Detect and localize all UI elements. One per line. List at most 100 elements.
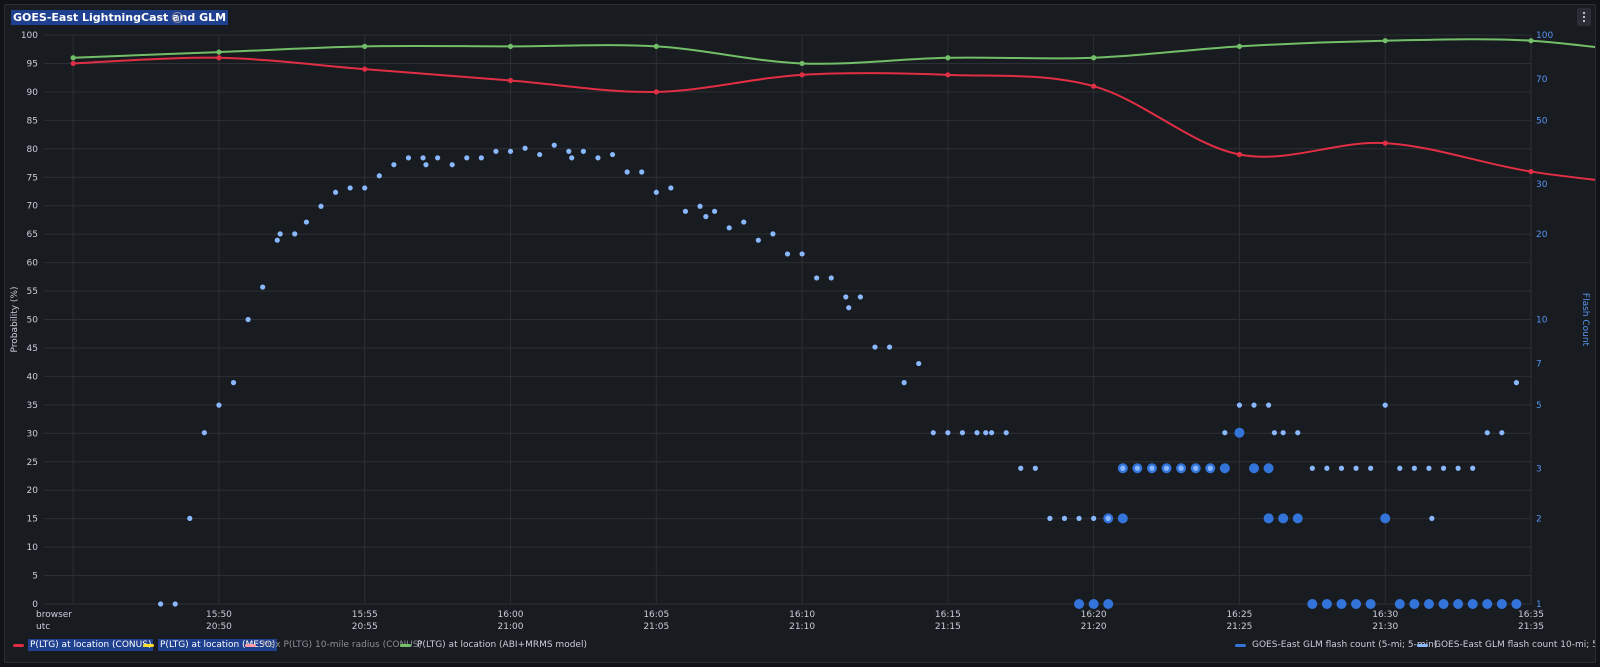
series-point-goes-east-glm-flash-count-5-mi-5-min (1117, 513, 1128, 524)
series-point-goes-east-glm-flash-count-10-mi-5-min (770, 231, 776, 237)
series-point-goes-east-glm-flash-count-10-mi-5-min (260, 284, 266, 290)
series-point-goes-east-glm-flash-count-10-mi-5-min (1222, 430, 1228, 436)
x-row-label-utc: utc (36, 622, 50, 632)
series-point-goes-east-glm-flash-count-10-mi-5-min (303, 219, 310, 225)
series-point-goes-east-glm-flash-count-5-mi-5-min (1365, 599, 1376, 609)
legend-swatch (13, 643, 24, 647)
series-point-goes-east-glm-flash-count-5-mi-5-min (1336, 599, 1347, 609)
panel-header: GOES-East LightningCast and GLM (5, 5, 1595, 29)
y-left-axis-label: Probability (%) (10, 286, 20, 352)
series-point-goes-east-glm-flash-count-10-mi-5-min (1429, 515, 1435, 521)
legend-label: P(LTG) at location (CONUS) (28, 639, 154, 651)
legend-item[interactable]: P(LTG) at location (CONUS) (13, 638, 154, 652)
x-tick-label: 16:25 (1226, 610, 1252, 620)
series-point-goes-east-glm-flash-count-10-mi-5-min (522, 145, 528, 151)
x-tick-label-utc: 21:15 (935, 622, 961, 632)
series-point-goes-east-glm-flash-count-10-mi-5-min (930, 430, 936, 436)
x-tick-label: 16:20 (1081, 610, 1107, 620)
series-point-goes-east-glm-flash-count-10-mi-5-min (1324, 465, 1330, 471)
series-point-p-ltg-at-location-conus (1091, 83, 1097, 89)
x-tick-label-utc: 21:00 (498, 622, 524, 632)
series-point-goes-east-glm-flash-count-10-mi-5-min (1470, 465, 1476, 471)
y-right-tick-label: 10 (1536, 316, 1548, 326)
series-point-goes-east-glm-flash-count-10-mi-5-min (1178, 465, 1184, 471)
series-point-goes-east-glm-flash-count-10-mi-5-min (347, 185, 353, 191)
series-point-goes-east-glm-flash-count-10-mi-5-min (391, 162, 397, 168)
series-point-goes-east-glm-flash-count-10-mi-5-min (201, 430, 207, 436)
series-point-goes-east-glm-flash-count-10-mi-5-min (1193, 465, 1199, 471)
series-point-goes-east-glm-flash-count-10-mi-5-min (1251, 402, 1257, 408)
series-point-goes-east-glm-flash-count-10-mi-5-min (1032, 465, 1038, 471)
series-point-goes-east-glm-flash-count-10-mi-5-min (1120, 465, 1126, 471)
y-right-tick-label: 50 (1536, 117, 1548, 127)
series-point-goes-east-glm-flash-count-10-mi-5-min (703, 213, 709, 220)
y-left-tick-label: 25 (27, 458, 38, 468)
series-point-goes-east-glm-flash-count-10-mi-5-min (1309, 465, 1315, 471)
panel-menu-button[interactable] (1577, 8, 1591, 26)
chart-plot[interactable]: 0510152025303540455055606570758085909510… (5, 5, 1596, 635)
series-point-goes-east-glm-flash-count-10-mi-5-min (609, 151, 616, 158)
vertical-dots-icon (1582, 11, 1586, 23)
series-point-goes-east-glm-flash-count-5-mi-5-min (1394, 599, 1405, 609)
series-point-goes-east-glm-flash-count-10-mi-5-min (668, 185, 674, 191)
series-point-goes-east-glm-flash-count-10-mi-5-min (697, 203, 703, 209)
series-point-goes-east-glm-flash-count-10-mi-5-min (245, 316, 251, 323)
series-point-goes-east-glm-flash-count-10-mi-5-min (784, 251, 791, 257)
series-point-goes-east-glm-flash-count-10-mi-5-min (216, 402, 222, 408)
y-left-tick-label: 90 (27, 88, 39, 98)
series-point-goes-east-glm-flash-count-10-mi-5-min (537, 151, 543, 158)
series-point-p-ltg-at-location-abi-mrms-model (799, 60, 805, 67)
series-point-goes-east-glm-flash-count-10-mi-5-min (988, 430, 995, 436)
series-point-goes-east-glm-flash-count-10-mi-5-min (843, 294, 849, 300)
series-point-goes-east-glm-flash-count-5-mi-5-min (1263, 513, 1274, 524)
info-circle-icon[interactable] (171, 11, 184, 24)
legend-item[interactable]: P(LTG) at location (ABI+MRMS model) (400, 638, 589, 652)
series-point-p-ltg-at-location-abi-mrms-model (1528, 38, 1534, 44)
y-left-tick-label: 100 (21, 31, 38, 41)
x-tick-label: 16:05 (643, 610, 669, 620)
legend-item[interactable]: P(LTG) at location (MESO) (143, 638, 278, 652)
series-point-goes-east-glm-flash-count-10-mi-5-min (493, 148, 499, 154)
series-point-goes-east-glm-flash-count-10-mi-5-min (814, 275, 820, 281)
y-right-tick-label: 1 (1536, 600, 1542, 610)
series-point-p-ltg-at-location-abi-mrms-model (507, 43, 514, 49)
series-point-goes-east-glm-flash-count-10-mi-5-min (1499, 430, 1505, 436)
x-tick-label: 15:55 (352, 610, 378, 620)
legend-swatch (1235, 643, 1246, 647)
series-point-goes-east-glm-flash-count-5-mi-5-min (1467, 599, 1478, 609)
y-left-tick-label: 70 (27, 202, 39, 212)
legend-label: P(LTG) at location (ABI+MRMS model) (417, 640, 587, 650)
legend-item[interactable]: GOES-East GLM flash count (5-mi; 5-min) (1235, 638, 1439, 652)
y-left-tick-label: 5 (32, 572, 38, 582)
series-point-goes-east-glm-flash-count-5-mi-5-min (1219, 463, 1230, 474)
legend-item[interactable]: Max P(LTG) 10-mile radius (CONUS) (245, 638, 424, 652)
series-point-goes-east-glm-flash-count-10-mi-5-min (158, 601, 164, 607)
y-right-tick-label: 20 (1536, 230, 1548, 240)
x-tick-label-utc: 20:50 (206, 622, 232, 632)
legend-label: P(LTG) at location (MESO) (158, 639, 278, 651)
x-tick-label-utc: 21:05 (643, 622, 669, 632)
series-point-goes-east-glm-flash-count-10-mi-5-min (423, 162, 429, 168)
series-point-p-ltg-at-location-abi-mrms-model (70, 55, 76, 61)
x-row-label-browser: browser (36, 610, 72, 620)
series-point-p-ltg-at-location-abi-mrms-model (216, 49, 222, 55)
series-point-goes-east-glm-flash-count-10-mi-5-min (828, 275, 834, 281)
legend-label: GOES-East GLM flash count (5-mi; 5-min) (1252, 640, 1438, 650)
series-point-p-ltg-at-location-conus (1382, 140, 1388, 146)
chart-legend: P(LTG) at location (CONUS) P(LTG) at loca… (5, 638, 1595, 652)
y-right-tick-label: 30 (1536, 180, 1548, 190)
x-tick-label-utc: 21:35 (1518, 622, 1544, 632)
series-point-goes-east-glm-flash-count-10-mi-5-min (1484, 430, 1490, 436)
series-point-goes-east-glm-flash-count-10-mi-5-min (901, 380, 907, 386)
x-tick-label: 16:00 (498, 610, 524, 620)
series-point-goes-east-glm-flash-count-5-mi-5-min (1321, 599, 1332, 609)
series-point-p-ltg-at-location-abi-mrms-model (653, 43, 659, 49)
series-point-goes-east-glm-flash-count-10-mi-5-min (187, 515, 193, 521)
series-point-goes-east-glm-flash-count-10-mi-5-min (1426, 465, 1432, 471)
series-point-goes-east-glm-flash-count-10-mi-5-min (1018, 465, 1024, 471)
legend-item[interactable]: GOES-East GLM flash count 10-mi; 5-min) (1417, 638, 1595, 652)
series-point-goes-east-glm-flash-count-10-mi-5-min (755, 237, 761, 243)
series-point-p-ltg-at-location-abi-mrms-model (1091, 55, 1097, 61)
series-point-p-ltg-at-location-conus (653, 89, 659, 95)
series-point-goes-east-glm-flash-count-10-mi-5-min (569, 155, 575, 161)
